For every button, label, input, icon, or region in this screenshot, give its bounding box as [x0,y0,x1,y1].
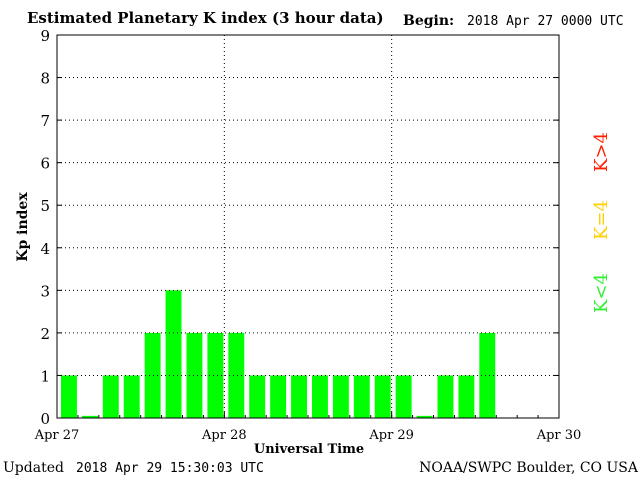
y-tick-label-4: 4 [40,240,50,258]
y-tick-label-8: 8 [40,70,50,88]
y-tick-label-9: 9 [40,27,50,45]
bar-6 [186,332,203,418]
legend-k-greater-4: K>4 [591,132,612,172]
bar-13 [332,375,349,418]
bar-11 [291,375,307,418]
y-tick-label-6: 6 [40,155,50,173]
credit-label: NOAA/SWPC Boulder, CO USA [419,460,638,476]
y-tick-label-1: 1 [40,367,50,385]
bar-1 [81,415,98,418]
x-tick-label-1: Apr 28 [201,428,247,443]
begin-value: 2018 Apr 27 0000 UTC [467,14,624,29]
bar-20 [479,332,496,418]
bar-9 [249,375,266,418]
bar-7 [207,332,224,418]
x-axis-label: Universal Time [254,442,364,457]
bar-15 [374,375,391,418]
x-tick-label-2: Apr 29 [368,428,414,443]
bar-19 [458,375,475,418]
x-tick-label-0: Apr 27 [34,428,80,443]
begin-label: Begin: [403,13,455,29]
bar-12 [312,375,328,418]
bar-2 [102,375,119,418]
y-tick-label-5: 5 [40,197,50,215]
bar-16 [395,375,412,418]
bar-5 [165,290,182,418]
y-tick-label-3: 3 [40,282,50,300]
bar-18 [437,375,454,418]
bar-10 [270,375,287,418]
x-tick-label-3: Apr 30 [536,428,582,443]
bar-0 [61,375,77,418]
legend-k-less-4: K<4 [591,273,612,313]
y-tick-label-2: 2 [40,325,50,343]
y-tick-label-0: 0 [40,410,50,428]
updated-value: 2018 Apr 29 15:30:03 UTC [76,461,264,476]
bar-14 [353,375,370,418]
legend-k-equal-4: K=4 [591,200,612,240]
bar-8 [228,332,245,418]
chart-title: Estimated Planetary K index (3 hour data… [27,9,384,27]
y-axis-label: Kp index [15,192,31,262]
y-tick-label-7: 7 [40,112,50,130]
bar-3 [123,375,140,418]
bar-17 [416,415,433,418]
updated-label: Updated [3,460,64,476]
bar-4 [144,332,161,418]
